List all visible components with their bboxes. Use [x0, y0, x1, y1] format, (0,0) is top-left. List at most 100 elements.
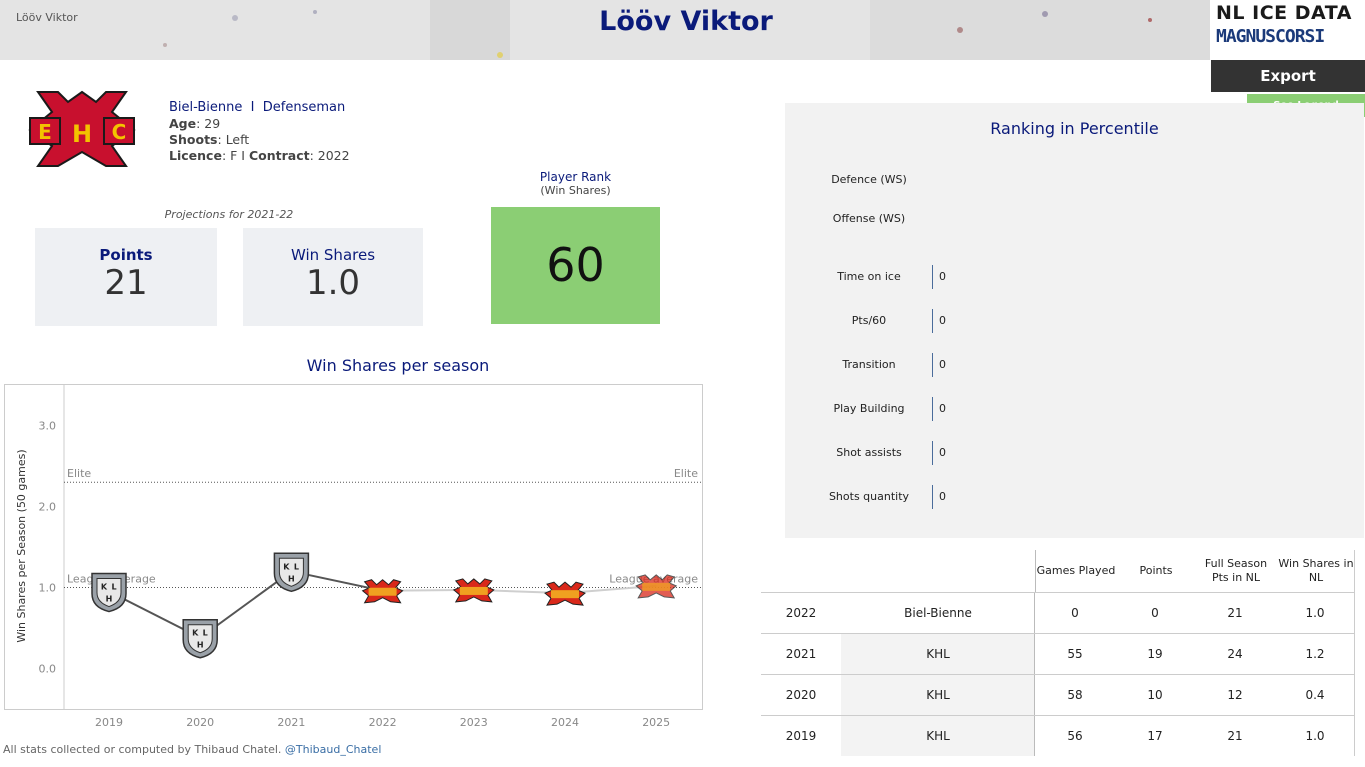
player-team-line: Biel-Bienne I Defenseman: [169, 100, 350, 116]
y-ticks: 0.0 1.0 2.0 3.0: [39, 420, 57, 676]
win-shares-value: 1.0: [305, 263, 361, 303]
ranking-bar-axis: [932, 353, 933, 377]
tab-name: Lööv Viktor: [16, 11, 78, 24]
khl-logo-marker: K LH: [273, 552, 310, 593]
footer-handle-link[interactable]: @Thibaud_Chatel: [284, 743, 382, 756]
ranking-metric-value: 0: [939, 358, 946, 371]
table-row: 2020 KHL 58 10 12 0.4: [761, 674, 1355, 715]
projections-title: Projections for 2021-22: [164, 208, 294, 221]
table-cell-win-shares: 0.4: [1305, 688, 1325, 702]
ranking-metric-row: Pts/60 0: [785, 309, 1364, 333]
table-cell-full-season: 21: [1227, 729, 1243, 743]
player-age-line: Age: 29: [169, 116, 221, 131]
ranking-metric-name: Offense (WS): [832, 212, 906, 225]
svg-text:K: K: [101, 583, 108, 592]
y-axis-label: Win Shares per Season (50 games): [15, 449, 28, 642]
team-logo-icon: E H C: [28, 90, 136, 167]
ranking-metric-name: Pts/60: [851, 314, 887, 327]
table-row: 2022 Biel-Bienne 0 0 21 1.0: [761, 592, 1355, 633]
x-tick-label: 2022: [369, 716, 397, 729]
x-ticks: 2019 2020 2021 2022 2023 2024 2025: [95, 716, 670, 729]
ranking-metric-row: Shots quantity 0: [785, 485, 1364, 509]
table-cell-win-shares: 1.2: [1305, 647, 1325, 661]
ranking-bar-axis: [932, 265, 933, 289]
ranking-metric-value: 0: [939, 402, 946, 415]
x-tick-label: 2019: [95, 716, 123, 729]
ranking-metric-value: 0: [939, 490, 946, 503]
data-points: K LHK LHK LH: [91, 552, 678, 659]
ehc-logo-marker: [361, 579, 404, 604]
table-cell-games: 58: [1067, 688, 1083, 702]
player-team: Biel-Bienne: [169, 100, 243, 115]
table-row: 2019 KHL 56 17 21 1.0: [761, 715, 1355, 756]
brand-logo: NL ICE DATA MAGNUSCORSI: [1211, 0, 1365, 58]
ranking-metric-value: 0: [939, 314, 946, 327]
table-cell-full-season: 24: [1227, 647, 1243, 661]
team-separator: I: [250, 100, 255, 115]
header-banner: Lööv Viktor: [0, 0, 1210, 60]
svg-text:H: H: [72, 120, 92, 148]
y-tick-label: 3.0: [39, 420, 57, 433]
ranking-metric-value: 0: [939, 446, 946, 459]
ranking-metric-row: Transition 0: [785, 353, 1364, 377]
table-cell-team: Biel-Bienne: [904, 606, 972, 620]
ranking-bar-axis: [932, 397, 933, 421]
x-tick-label: 2021: [277, 716, 305, 729]
player-licence-line: Licence: F I Contract: 2022: [169, 148, 350, 163]
ehc-logo-marker: [544, 581, 586, 606]
table-divider: [1354, 593, 1355, 633]
table-divider: [1034, 675, 1035, 715]
svg-text:H: H: [197, 641, 204, 650]
khl-logo-marker: K LH: [91, 572, 127, 613]
player-rank-label: Player Rank (Win Shares): [491, 170, 660, 198]
svg-text:E: E: [38, 120, 52, 144]
ranking-metric-value: 0: [939, 270, 946, 283]
ranking-bar-axis: [932, 309, 933, 333]
player-rank-title: Player Rank: [539, 170, 612, 184]
export-button[interactable]: Export: [1211, 60, 1365, 92]
player-shoots-line: Shoots: Left: [169, 132, 250, 147]
ranking-metric-name: Shots quantity: [828, 490, 910, 503]
points-value: 21: [104, 263, 148, 303]
ranking-metric-name: Defence (WS): [831, 173, 907, 186]
ranking-bar-axis: [932, 485, 933, 509]
table-cell-season: 2019: [785, 729, 817, 743]
table-cell-win-shares: 1.0: [1305, 729, 1325, 743]
table-cell-team: KHL: [841, 675, 1035, 715]
svg-text:K: K: [192, 629, 199, 638]
svg-text:C: C: [112, 120, 127, 144]
table-divider: [1354, 675, 1355, 715]
svg-text:K: K: [283, 562, 290, 571]
table-divider: [1034, 634, 1035, 674]
svg-text:L: L: [111, 583, 116, 592]
reference-label-right: Elite: [674, 467, 698, 480]
brand-bottom: MAGNUSCORSI: [1216, 26, 1325, 47]
table-cell-season: 2022: [785, 606, 817, 620]
table-cell-full-season: 21: [1227, 606, 1243, 620]
table-cell-games: 56: [1067, 729, 1083, 743]
table-cell-team: KHL: [841, 634, 1035, 674]
ranking-panel: Ranking in Percentile Defence (WS) Offens…: [785, 103, 1364, 538]
ranking-bar-axis: [932, 441, 933, 465]
player-rank-value: 60: [491, 207, 660, 324]
table-divider: [1034, 716, 1035, 756]
ranking-metric-row: Defence (WS): [785, 168, 1364, 192]
x-tick-label: 2025: [642, 716, 670, 729]
table-cell-points: 19: [1147, 647, 1163, 661]
table-header: Games Played Points Full Season Pts in N…: [1035, 550, 1355, 592]
table-cell-games: 0: [1071, 606, 1079, 620]
x-tick-label: 2023: [460, 716, 488, 729]
table-cell-season: 2020: [785, 688, 817, 702]
table-cell-win-shares: 1.0: [1305, 606, 1325, 620]
footer-text: All stats collected or computed by Thiba…: [3, 743, 282, 756]
chart-title: Win Shares per season: [306, 356, 490, 375]
table-divider: [1354, 634, 1355, 674]
points-box: Points 21: [35, 228, 217, 326]
page-title: Lööv Viktor: [599, 6, 773, 37]
player-info: Biel-Bienne I Defenseman Age: 29 Shoots:…: [169, 100, 350, 164]
svg-text:H: H: [288, 574, 295, 583]
table-cell-full-season: 12: [1227, 688, 1243, 702]
table-cell-points: 10: [1147, 688, 1163, 702]
table-cell-team: KHL: [841, 716, 1035, 756]
